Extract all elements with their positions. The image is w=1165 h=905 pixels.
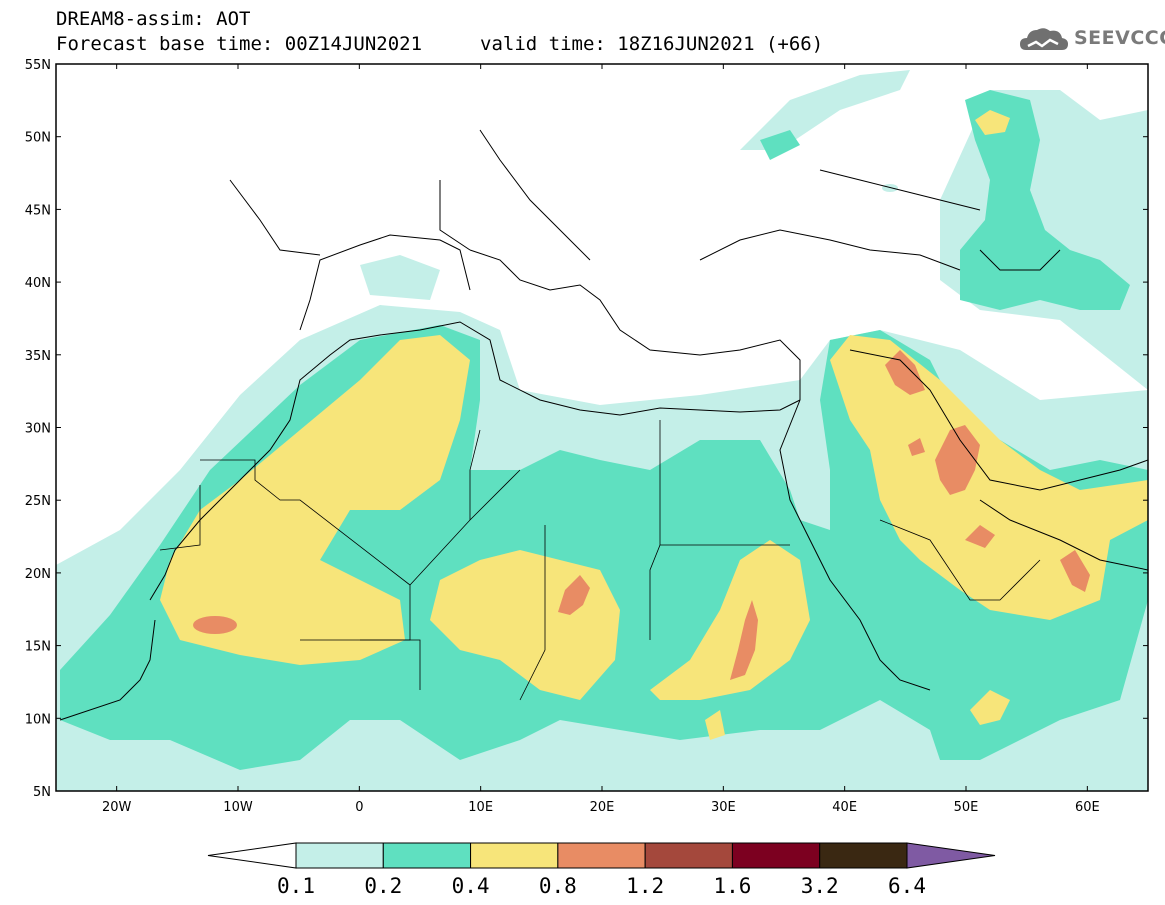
- lat-tick-label: 20N: [25, 567, 51, 582]
- colorbar-label: 0.4: [452, 874, 490, 898]
- colorbar-segment: [295, 842, 384, 869]
- lat-tick-label: 5N: [33, 785, 51, 800]
- colorbar-label: 6.4: [888, 874, 926, 898]
- lon-tick-label: 30E: [711, 800, 736, 815]
- colorbar-high-arrow: [906, 842, 996, 869]
- colorbar-segment: [731, 842, 821, 869]
- colorbar-segment: [644, 842, 733, 869]
- lat-tick-label: 15N: [25, 640, 51, 655]
- logo-text: SEEVCCC: [1074, 27, 1165, 49]
- lat-tick-label: 45N: [25, 203, 51, 218]
- colorbar-label: 0.8: [539, 874, 577, 898]
- colorbar-label: 1.6: [713, 874, 751, 898]
- lat-tick-label: 40N: [25, 276, 51, 291]
- lon-tick-label: 40E: [832, 800, 857, 815]
- lon-tick-label: 50E: [954, 800, 979, 815]
- lat-tick-label: 25N: [25, 494, 51, 509]
- aot-contours: [56, 70, 1148, 791]
- lat-tick-label: 50N: [25, 131, 51, 146]
- colorbar-segment: [557, 842, 646, 869]
- lon-tick-label: 0: [355, 800, 363, 815]
- lon-tick-label: 20W: [102, 800, 132, 815]
- forecast-base-time: Forecast base time: 00Z14JUN2021: [56, 33, 423, 55]
- lat-tick-label: 10N: [25, 712, 51, 727]
- lon-axis: 20W 10W 0 10E 20E 30E 40E 50E 60E: [102, 64, 1100, 815]
- cloud-icon: [1020, 28, 1068, 50]
- aot-level-0.4: [160, 110, 1148, 740]
- colorbar-label: 1.2: [626, 874, 664, 898]
- colorbar-segment: [819, 842, 908, 869]
- lat-tick-label: 55N: [25, 58, 51, 73]
- colorbar-low-arrow: [207, 842, 297, 869]
- seevccc-logo: SEEVCCC: [1018, 20, 1165, 60]
- lon-tick-label: 60E: [1075, 800, 1100, 815]
- chart-title: DREAM8-assim: AOT: [56, 8, 251, 30]
- lon-tick-label: 20E: [590, 800, 615, 815]
- lon-tick-label: 10E: [468, 800, 493, 815]
- lon-tick-label: 10W: [223, 800, 253, 815]
- aot-level-0.8: [193, 350, 1090, 680]
- lat-tick-label: 30N: [25, 422, 51, 437]
- colorbar-label: 0.2: [364, 874, 402, 898]
- colorbar-segment: [470, 842, 559, 869]
- colorbar: 0.1 0.2 0.4 0.8 1.2 1.6 3.2 6.4: [207, 842, 996, 898]
- valid-time: valid time: 18Z16JUN2021 (+66): [480, 33, 824, 55]
- coastlines: [59, 129, 1148, 721]
- colorbar-label: 0.1: [277, 874, 315, 898]
- lat-axis: 55N 50N 45N 40N 35N 30N 25N 20N 15N 10N 5N: [25, 58, 1148, 800]
- country-borders: [159, 420, 1041, 701]
- colorbar-label: 3.2: [801, 874, 839, 898]
- lat-tick-label: 35N: [25, 349, 51, 364]
- colorbar-segment: [382, 842, 472, 869]
